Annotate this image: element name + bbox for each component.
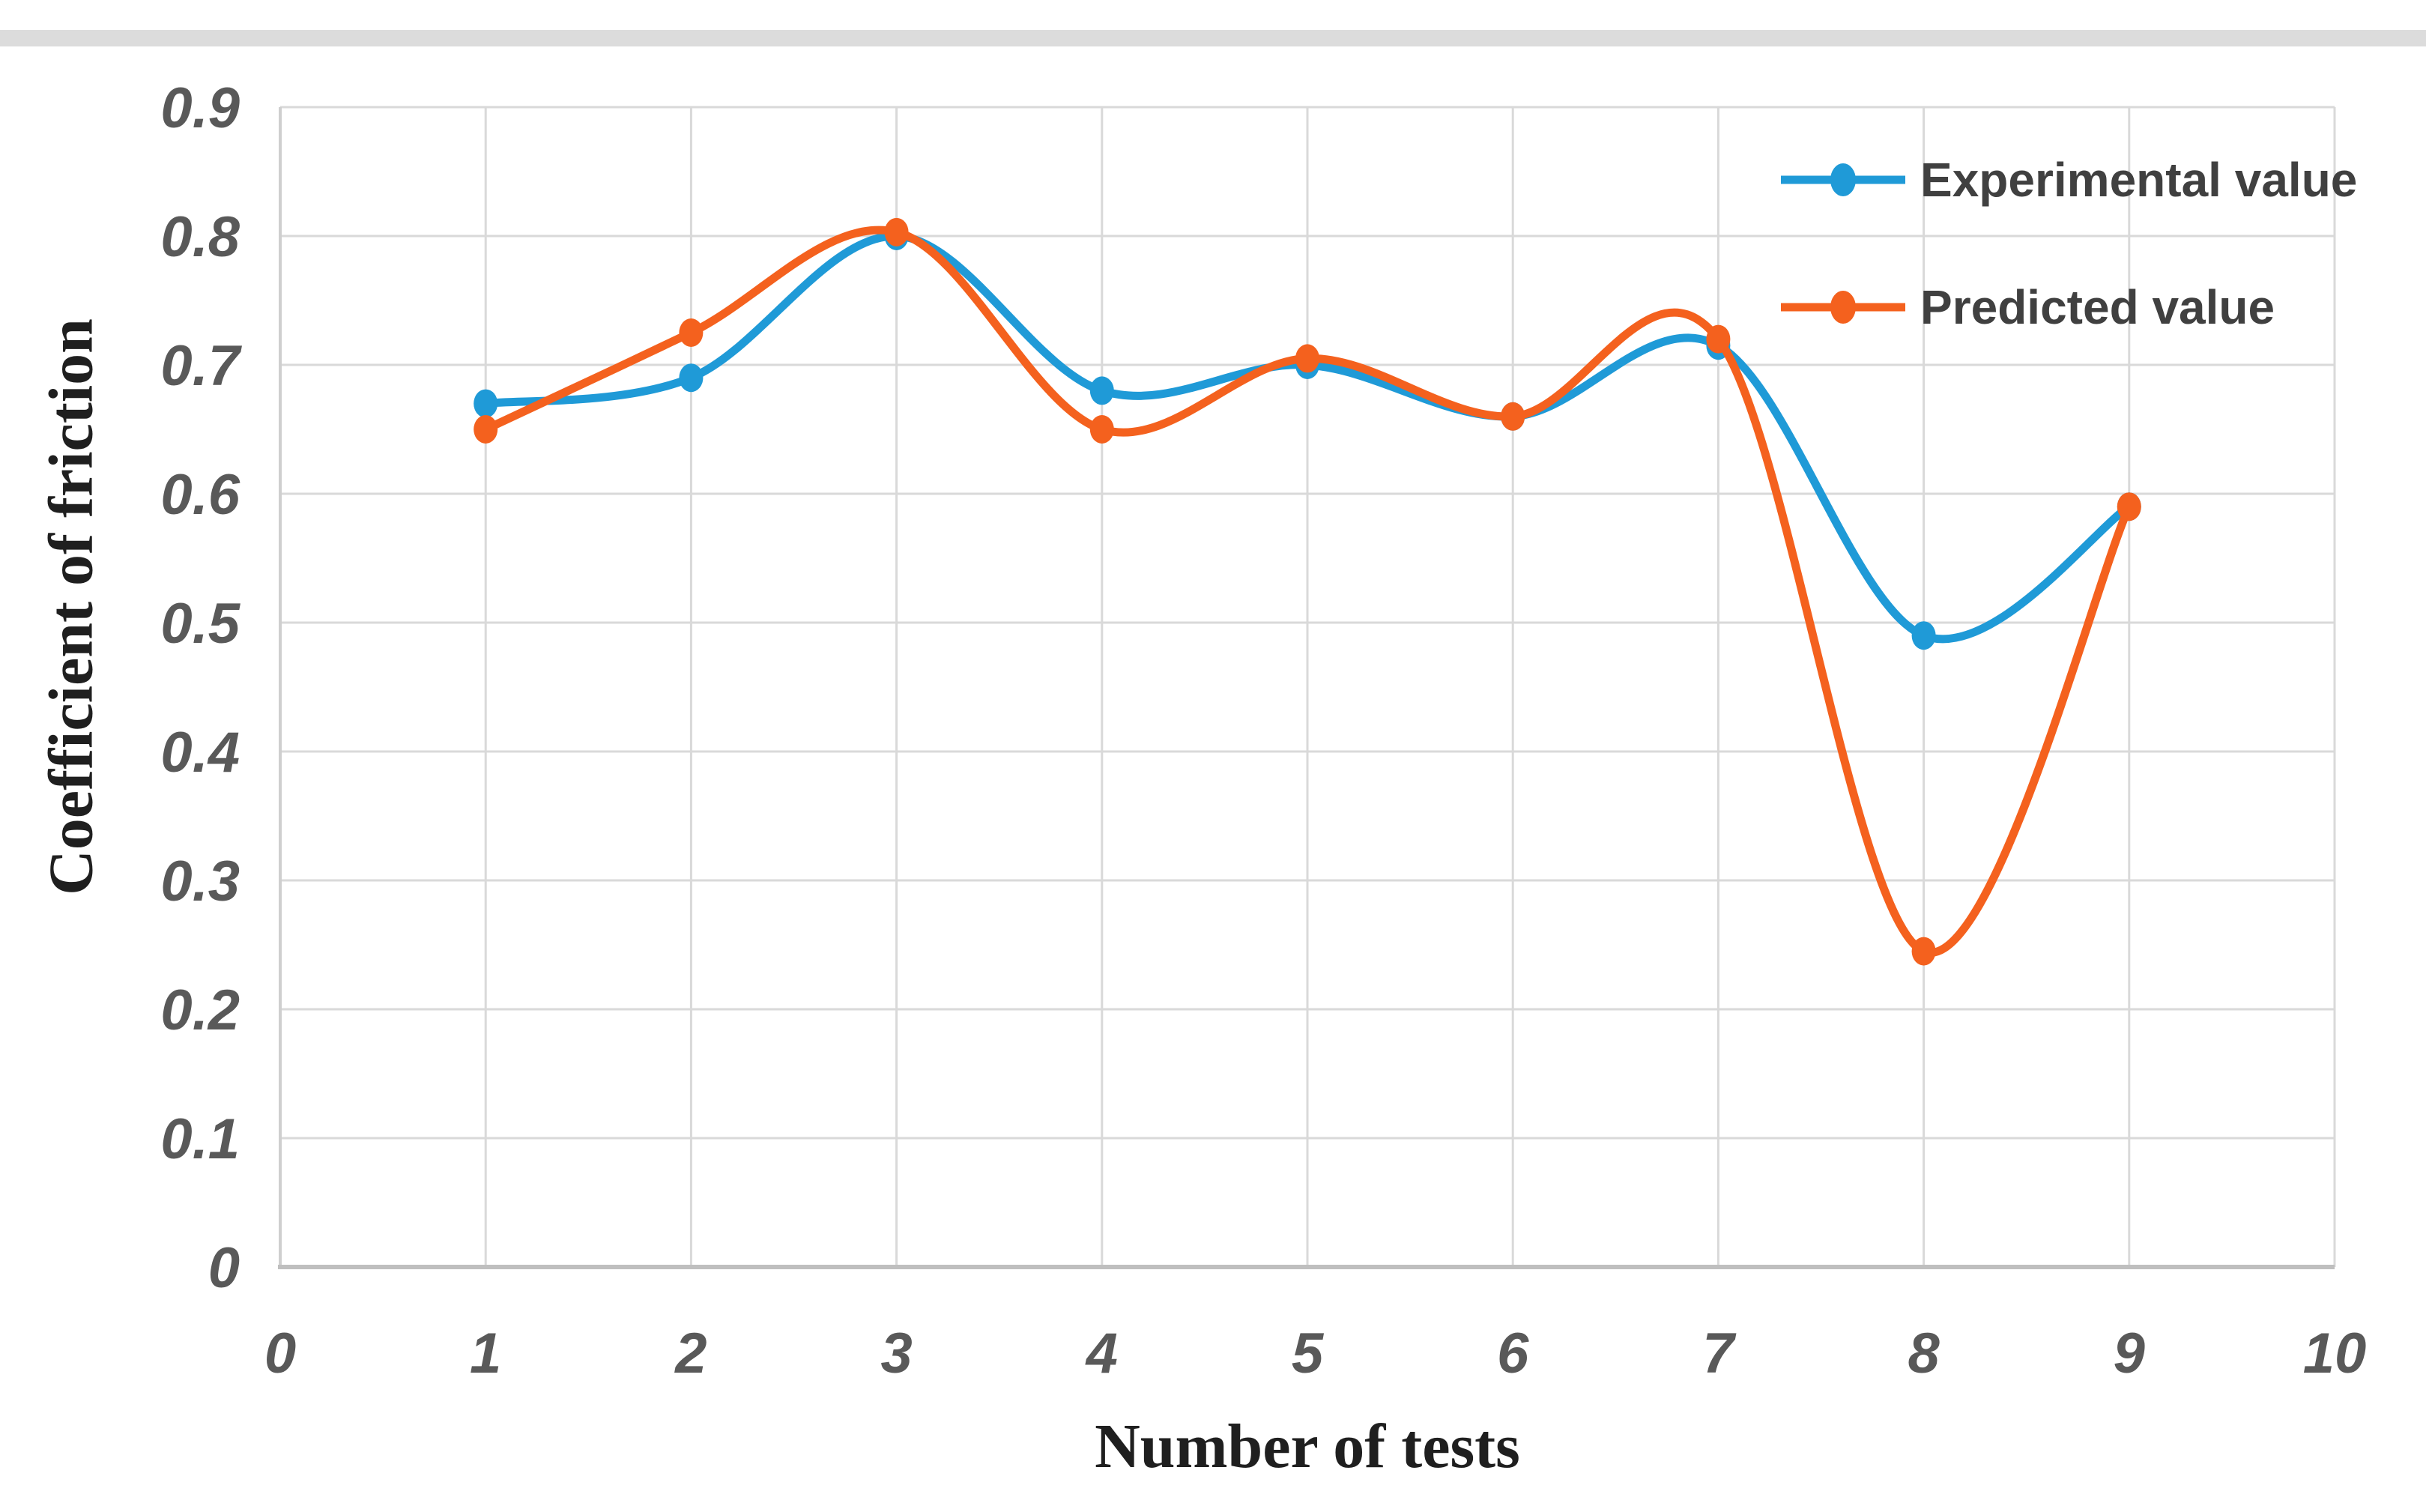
y-tick-label: 0.8 xyxy=(160,205,240,269)
experimental-line-marker-swatch xyxy=(1781,163,1905,196)
y-tick-label: 0.2 xyxy=(160,979,240,1042)
y-tick-label: 0.4 xyxy=(160,721,240,784)
x-tick-label: 9 xyxy=(2114,1322,2145,1385)
y-tick-label: 0.1 xyxy=(160,1107,240,1171)
x-axis-title: Number of tests xyxy=(1095,1412,1520,1481)
x-tick-label: 4 xyxy=(1085,1322,1118,1385)
x-tick-label: 3 xyxy=(880,1322,912,1385)
data-marker-predicted xyxy=(1501,402,1525,431)
y-axis-title: Coefficient of friction xyxy=(36,318,106,895)
x-tick-label: 10 xyxy=(2303,1322,2367,1385)
series-line-experimental xyxy=(481,232,2134,644)
data-marker-predicted xyxy=(1911,937,1936,966)
data-marker-predicted xyxy=(1089,415,1114,444)
data-marker-predicted xyxy=(1706,324,1731,354)
legend-item-predicted: Predicted value xyxy=(1779,270,2275,345)
data-marker-predicted xyxy=(2117,492,2141,521)
page-divider-bar xyxy=(0,30,2426,46)
x-tick-label: 7 xyxy=(1702,1322,1737,1385)
x-tick-label: 1 xyxy=(470,1322,501,1385)
y-tick-label: 0.5 xyxy=(160,592,241,656)
data-marker-experimental xyxy=(679,363,704,393)
data-marker-experimental xyxy=(474,389,498,418)
legend-label-experimental: Experimental value xyxy=(1920,153,2358,207)
data-marker-predicted xyxy=(1295,344,1319,373)
data-marker-experimental xyxy=(1089,376,1114,405)
legend-label-predicted: Predicted value xyxy=(1920,280,2275,334)
x-tick-label: 0 xyxy=(264,1322,296,1385)
y-tick-label: 0.7 xyxy=(160,334,242,398)
x-tick-label: 5 xyxy=(1292,1322,1325,1385)
y-tick-label: 0.3 xyxy=(160,850,240,913)
y-tick-label: 0.6 xyxy=(160,463,240,527)
data-marker-experimental xyxy=(1911,621,1936,650)
data-marker-predicted xyxy=(884,217,909,247)
x-tick-label: 8 xyxy=(1908,1322,1940,1385)
data-marker-predicted xyxy=(474,415,498,444)
x-tick-label: 2 xyxy=(674,1322,707,1385)
y-tick-label: 0.9 xyxy=(160,76,240,140)
y-tick-label: 0 xyxy=(208,1236,240,1300)
data-marker-predicted xyxy=(679,318,704,347)
legend-item-experimental: Experimental value xyxy=(1779,142,2357,217)
x-tick-label: 6 xyxy=(1497,1322,1529,1385)
predicted-line-marker-swatch xyxy=(1781,291,1905,324)
